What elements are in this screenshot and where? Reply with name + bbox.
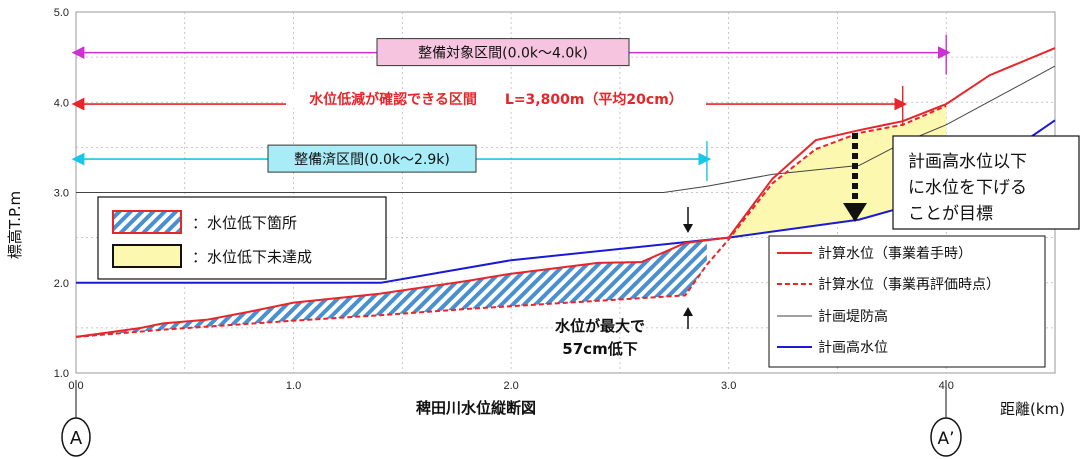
series-line-1 [75,47,1056,338]
hatched-legend-label: ：水位低下箇所 [192,214,297,232]
legend-label-4: 計画高水位 [818,339,888,356]
range-arrows: 整備対象区間(0.0k～4.0k) 水位低減が確認できる区間 L=3,800m（平… [71,34,951,182]
marker-a-label: A [70,428,83,449]
goal-text-1: 計画高水位以下 [908,152,1027,172]
y-tick-label: 4.0 [54,97,69,109]
x-tick-label: 3.0 [721,380,736,392]
range-label-bg-2 [286,90,706,109]
range-label-box-1 [376,38,630,67]
y-tick-label: 1.0 [54,368,69,380]
series-line-2 [75,104,947,338]
max-drop-text-1: 水位が最大で [555,317,645,335]
range-label-2: 水位低減が確認できる区間 L=3,800m（平均20cm） [309,91,683,108]
y-tick-label: 5.0 [54,7,69,19]
yellow-swatch [112,244,182,268]
x-tick-label: 2.0 [503,380,518,392]
y-axis-label: 標高T.P.m [6,191,24,259]
marker-a-prime: A’ [930,380,962,457]
chart-caption: 稗田川水位縦断図 [416,399,536,417]
marker-a-prime-label: A’ [937,429,954,449]
x-axis-label: 距離(km) [1000,400,1065,418]
series-line-3 [76,65,1056,193]
legend-label-2: 計算水位（事業再評価時点） [818,277,1000,293]
range-label-3: 整備済区間(0.0k～2.9k) [294,152,450,168]
down-arrow-head [683,224,693,233]
max-drop-text-2: 57cm低下 [562,340,637,358]
y-tick-label: 2.0 [54,278,69,290]
x-tick-label: 1.0 [286,380,301,392]
yellow-legend-label: ：水位低下未達成 [192,248,312,266]
series-legend: 計算水位（事業着手時） 計算水位（事業再評価時点） 計画堤防高 計画高水位 [768,235,1046,368]
water-drop-region [76,240,707,337]
up-arrow-head [683,307,693,316]
goal-text-2: に水位を下げる [908,178,1027,198]
marker-a: A [61,380,91,457]
goal-annotation: 計画高水位以下 に水位を下げる ことが目標 [843,133,1080,230]
hatched-swatch [112,210,182,234]
legend-label-3: 計画堤防高 [818,308,888,325]
legend-label-1: 計算水位（事業着手時） [818,246,972,262]
shaded-regions [76,105,947,337]
max-drop-annotation: 水位が最大で 57cm低下 [555,207,693,358]
unachieved-region [728,105,947,240]
axis-ticks: 0.0 1.0 2.0 3.0 4.01.02.03.04.05.0 [54,7,954,392]
goal-arrow-head-icon [843,203,867,222]
range-label-box-3 [267,144,477,173]
region-legend: ：水位低下箇所 ：水位低下未達成 [97,196,387,280]
goal-text-3: ことが目標 [908,204,993,224]
range-label-1: 整備対象区間(0.0k～4.0k) [418,46,588,62]
y-tick-label: 3.0 [54,188,69,200]
